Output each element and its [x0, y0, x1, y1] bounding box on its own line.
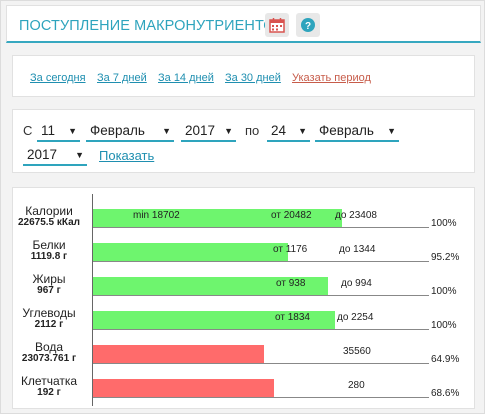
bar-baseline: [93, 295, 429, 296]
dropdown-arrow-icon: ▼: [68, 126, 77, 136]
chart-row-proteins: Белки 1119.8 г от 1176 до 1344 95.2%: [13, 234, 476, 268]
period-links-card: За сегодня За 7 дней За 14 дней За 30 дн…: [12, 55, 475, 97]
range-from-label: от 1834: [275, 312, 310, 323]
from-month-value: Февраль: [90, 123, 145, 138]
calendar-button[interactable]: [265, 13, 289, 37]
to-day-value: 24: [271, 123, 287, 138]
target-label: 35560: [343, 346, 371, 357]
to-month-select[interactable]: Февраль ▼: [315, 122, 399, 142]
from-month-select[interactable]: Февраль ▼: [86, 122, 174, 142]
percent-label: 100%: [431, 320, 457, 331]
range-from-label: от 938: [276, 278, 306, 289]
widget-header: ПОСТУПЛЕНИЕ МАКРОНУТРИЕНТОВ ?: [6, 5, 481, 43]
bar-baseline: [93, 329, 429, 330]
chart-bar: [93, 209, 342, 227]
to-day-select[interactable]: 24 ▼: [267, 122, 310, 142]
row-label: Клетчатка: [20, 374, 78, 388]
row-value: 967 г: [37, 285, 61, 296]
period-30days-link[interactable]: За 30 дней: [225, 72, 281, 84]
macronutrient-chart: Калории 22675.5 кКал min 18702 от 20482 …: [12, 187, 475, 409]
from-label: С: [23, 123, 33, 138]
period-7days-link[interactable]: За 7 дней: [97, 72, 147, 84]
dropdown-arrow-icon: ▼: [298, 126, 307, 136]
range-to-label: до 23408: [335, 210, 377, 221]
row-label: Вода: [34, 340, 64, 354]
period-today-link[interactable]: За сегодня: [30, 72, 86, 84]
chart-row-fats: Жиры 967 г от 938 до 994 100%: [13, 268, 476, 302]
row-value: 22675.5 кКал: [17, 217, 81, 228]
percent-label: 100%: [431, 286, 457, 297]
row-label: Жиры: [32, 272, 66, 286]
from-day-value: 11: [41, 123, 56, 138]
chart-row-water: Вода 23073.761 г 35560 64.9%: [13, 336, 476, 370]
min-label: min 18702: [133, 210, 180, 221]
row-value: 1119.8 г: [30, 251, 68, 262]
to-year-select[interactable]: 2017 ▼: [23, 146, 87, 166]
dropdown-arrow-icon: ▼: [224, 126, 233, 136]
row-value: 23073.761 г: [21, 353, 77, 364]
range-to-label: до 2254: [337, 312, 374, 323]
from-day-select[interactable]: 11 ▼: [37, 122, 80, 142]
chart-bar: [93, 379, 274, 397]
period-custom-link[interactable]: Указать период: [292, 72, 371, 84]
chart-bar: [93, 311, 335, 329]
percent-label: 64.9%: [431, 354, 460, 365]
range-from-label: от 1176: [273, 244, 308, 255]
chart-bar: [93, 345, 264, 363]
help-icon: ?: [301, 18, 315, 32]
row-label: Белки: [32, 238, 66, 252]
chart-row-fiber: Клетчатка 192 г 280 68.6%: [13, 370, 476, 404]
bar-baseline: [93, 261, 429, 262]
percent-label: 95.2%: [431, 252, 460, 263]
from-year-value: 2017: [185, 123, 216, 138]
to-year-value: 2017: [27, 147, 58, 162]
chart-row-carbs: Углеводы 2112 г от 1834 до 2254 100%: [13, 302, 476, 336]
percent-label: 68.6%: [431, 388, 460, 399]
bar-baseline: [93, 363, 429, 364]
date-range-card: С 11 ▼ Февраль ▼ 2017 ▼ по 24 ▼ Февраль ▼ 201…: [12, 109, 475, 173]
dropdown-arrow-icon: ▼: [75, 150, 84, 160]
period-14days-link[interactable]: За 14 дней: [158, 72, 214, 84]
row-label: Калории: [25, 204, 73, 218]
percent-label: 100%: [431, 218, 457, 229]
show-button[interactable]: Показать: [99, 148, 155, 163]
to-month-value: Февраль: [319, 123, 374, 138]
range-from-label: от 20482: [271, 210, 312, 221]
widget-title: ПОСТУПЛЕНИЕ МАКРОНУТРИЕНТОВ: [19, 18, 285, 34]
bar-baseline: [93, 397, 429, 398]
range-to-label: до 994: [341, 278, 372, 289]
from-year-select[interactable]: 2017 ▼: [181, 122, 236, 142]
chart-axis: [92, 194, 93, 406]
target-label: 280: [348, 380, 365, 391]
bar-baseline: [93, 227, 429, 228]
to-label: по: [245, 123, 260, 138]
svg-text:?: ?: [305, 21, 311, 32]
dropdown-arrow-icon: ▼: [162, 126, 171, 136]
row-label: Углеводы: [22, 306, 76, 320]
row-value: 192 г: [37, 387, 61, 398]
help-button[interactable]: ?: [296, 13, 320, 37]
range-to-label: до 1344: [339, 244, 376, 255]
chart-row-calories: Калории 22675.5 кКал min 18702 от 20482 …: [13, 200, 476, 234]
row-value: 2112 г: [34, 319, 64, 330]
chart-bar: [93, 277, 328, 295]
dropdown-arrow-icon: ▼: [387, 126, 396, 136]
calendar-icon: [269, 18, 285, 33]
chart-bar: [93, 243, 288, 261]
